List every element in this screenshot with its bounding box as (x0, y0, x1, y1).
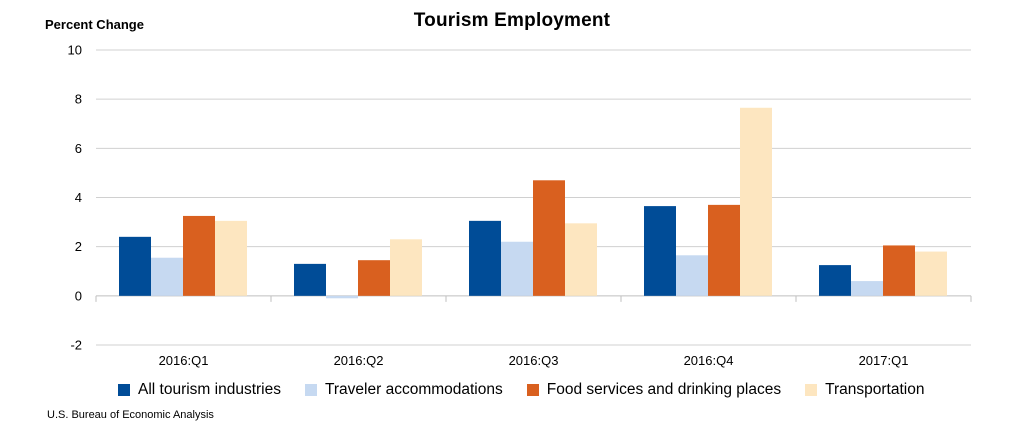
chart-title: Tourism Employment (413, 10, 611, 31)
bar-series-2 (326, 295, 358, 299)
bar-series-4 (215, 220, 247, 296)
legend-item: All tourism industries (118, 381, 281, 399)
bar-series-1 (819, 265, 851, 296)
x-tick-label: 2016:Q3 (509, 353, 559, 368)
bar-series-4 (565, 223, 597, 296)
legend-swatch (305, 384, 317, 396)
legend-label: Traveler accommodations (325, 381, 503, 398)
bar-series-3 (183, 215, 215, 296)
y-tick-label: 10 (68, 43, 82, 58)
bar-series-3 (533, 180, 565, 296)
bar-series-2 (501, 241, 533, 296)
source-note: U.S. Bureau of Economic Analysis (47, 409, 214, 421)
bar-series-3 (883, 245, 915, 296)
legend-swatch (526, 384, 539, 396)
x-tick-label: 2016:Q1 (159, 353, 209, 368)
y-tick-label: 2 (75, 239, 82, 254)
legend-label: All tourism industries (138, 381, 281, 398)
legend-item: Food services and drinking places (526, 381, 782, 399)
chart-legend: All tourism industries Traveler accommoda… (118, 378, 924, 402)
bar-series-3 (358, 260, 390, 296)
legend-label: Transportation (825, 381, 925, 398)
x-tick-label: 2016:Q2 (334, 353, 384, 368)
bar-series-4 (915, 251, 947, 296)
x-tick-label: 2017:Q1 (859, 353, 909, 368)
bar-series-1 (294, 263, 326, 296)
bar-series-4 (740, 107, 772, 296)
bar-series-1 (644, 206, 676, 296)
y-tick-label: -2 (70, 338, 82, 353)
y-tick-label: 0 (75, 288, 82, 303)
x-tick-label: 2016:Q4 (684, 353, 734, 368)
bar-series-3 (708, 204, 740, 296)
bar-series-1 (469, 220, 501, 296)
legend-label: Food services and drinking places (546, 381, 782, 398)
legend-item: Traveler accommodations (305, 381, 503, 399)
legend-swatch (805, 384, 818, 396)
y-axis-title: Percent Change (45, 17, 144, 32)
y-tick-label: 8 (75, 92, 82, 107)
legend-item: Transportation (805, 381, 924, 399)
legend-swatch (118, 384, 130, 396)
y-tick-label: 4 (75, 190, 82, 205)
bar-series-2 (676, 255, 708, 296)
bar-series-2 (151, 257, 183, 296)
bar-series-4 (390, 239, 422, 296)
bar-series-2 (851, 281, 883, 296)
y-tick-label: 6 (75, 141, 82, 156)
bar-series-1 (119, 236, 151, 296)
